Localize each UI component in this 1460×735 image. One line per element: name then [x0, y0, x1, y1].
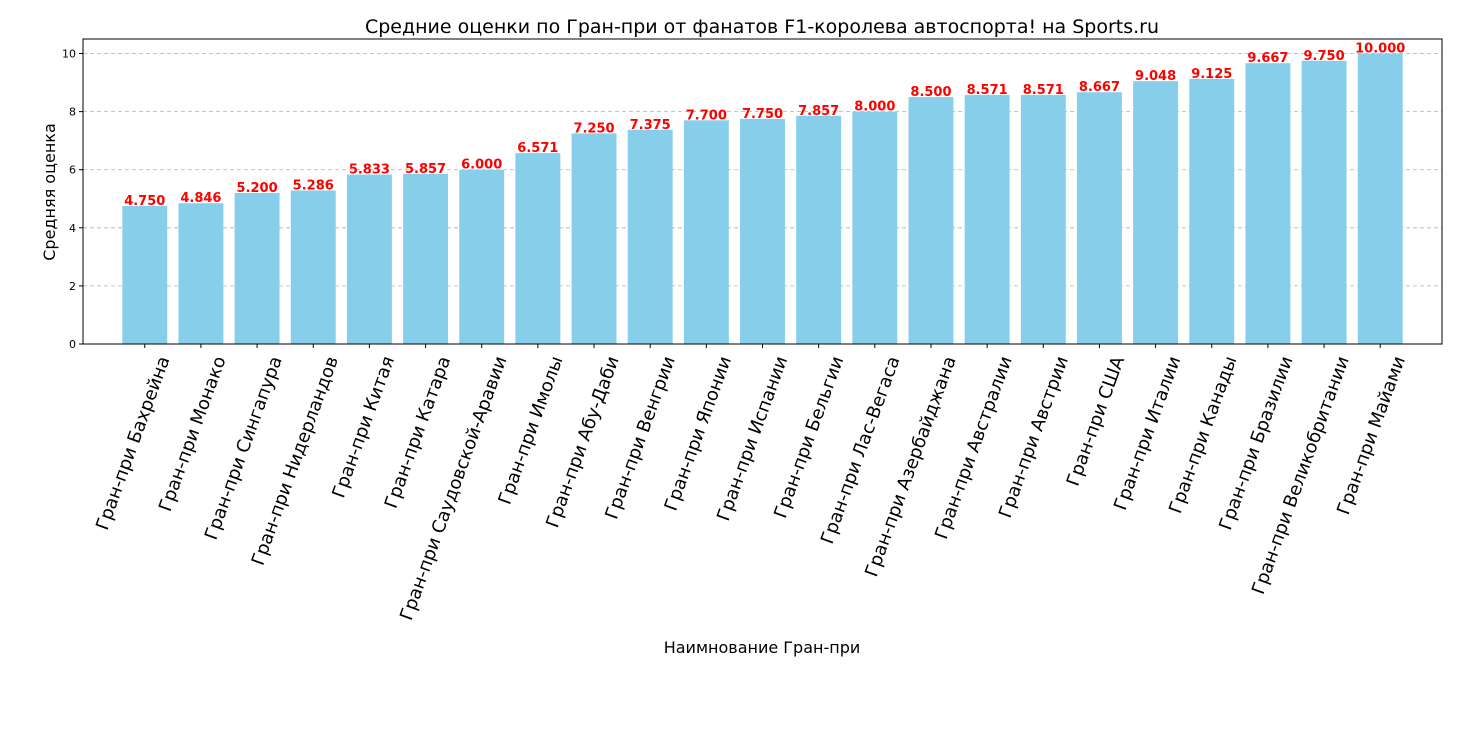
bar — [852, 111, 898, 344]
bar — [571, 133, 617, 344]
data-label: 9.125 — [1191, 67, 1232, 82]
y-tick-label: 10 — [62, 48, 76, 61]
bar — [459, 169, 505, 344]
y-tick-label: 0 — [69, 338, 76, 351]
data-label: 6.000 — [461, 158, 502, 173]
bar — [1189, 78, 1235, 344]
data-label: 9.750 — [1304, 49, 1345, 64]
y-axis: 0 2 4 6 8 10 — [62, 48, 83, 351]
y-tick-label: 6 — [69, 164, 76, 177]
bar — [234, 192, 280, 344]
data-label: 10.000 — [1355, 42, 1405, 57]
bar — [1245, 63, 1291, 345]
bar — [178, 203, 224, 344]
y-tick-label: 8 — [69, 106, 76, 119]
data-labels: 4.750 4.846 5.200 5.286 5.833 5.857 6.000 6.571… — [124, 42, 1405, 209]
data-label: 7.700 — [686, 108, 727, 123]
data-label: 5.833 — [349, 163, 390, 178]
bar — [1020, 95, 1066, 344]
data-label: 7.375 — [630, 118, 671, 133]
data-label: 4.750 — [124, 194, 165, 209]
y-axis-label: Средняя оценка — [40, 123, 59, 260]
data-label: 8.571 — [967, 83, 1008, 98]
data-label: 8.667 — [1079, 80, 1120, 95]
data-label: 7.857 — [798, 104, 839, 119]
bar — [627, 129, 673, 344]
bar — [290, 190, 336, 344]
bars — [122, 53, 1403, 345]
data-label: 6.571 — [517, 141, 558, 156]
y-tick-label: 2 — [69, 280, 76, 293]
x-axis-label: Наимнование Гран-при — [664, 638, 861, 657]
x-tick-label: Гран-при Китая — [328, 354, 399, 501]
bar — [1076, 92, 1122, 344]
bar — [1133, 81, 1179, 345]
x-tick-label: Гран-при Саудовской-Аравии — [396, 354, 511, 624]
bar — [403, 173, 449, 344]
bar — [346, 174, 392, 344]
data-label: 9.667 — [1247, 51, 1288, 66]
data-label: 8.000 — [854, 100, 895, 115]
bar — [515, 153, 561, 344]
data-label: 9.048 — [1135, 69, 1176, 84]
bar — [122, 206, 168, 344]
data-label: 8.500 — [910, 85, 951, 100]
y-tick-label: 4 — [69, 222, 76, 235]
chart-title: Средние оценки по Гран-при от фанатов F1… — [365, 16, 1159, 38]
data-label: 5.857 — [405, 162, 446, 177]
bar — [740, 118, 785, 344]
data-label: 4.846 — [180, 191, 221, 206]
bar — [964, 95, 1010, 344]
data-label: 7.250 — [573, 121, 614, 136]
data-label: 7.750 — [742, 107, 783, 122]
data-label: 5.200 — [237, 181, 278, 196]
bar — [1301, 60, 1347, 345]
bar — [683, 120, 729, 344]
bar — [908, 97, 954, 344]
data-label: 8.571 — [1023, 83, 1064, 98]
bar — [1357, 53, 1403, 345]
x-tick-label: Гран-при США — [1063, 353, 1130, 489]
data-label: 5.286 — [293, 178, 334, 193]
bar — [796, 115, 842, 344]
